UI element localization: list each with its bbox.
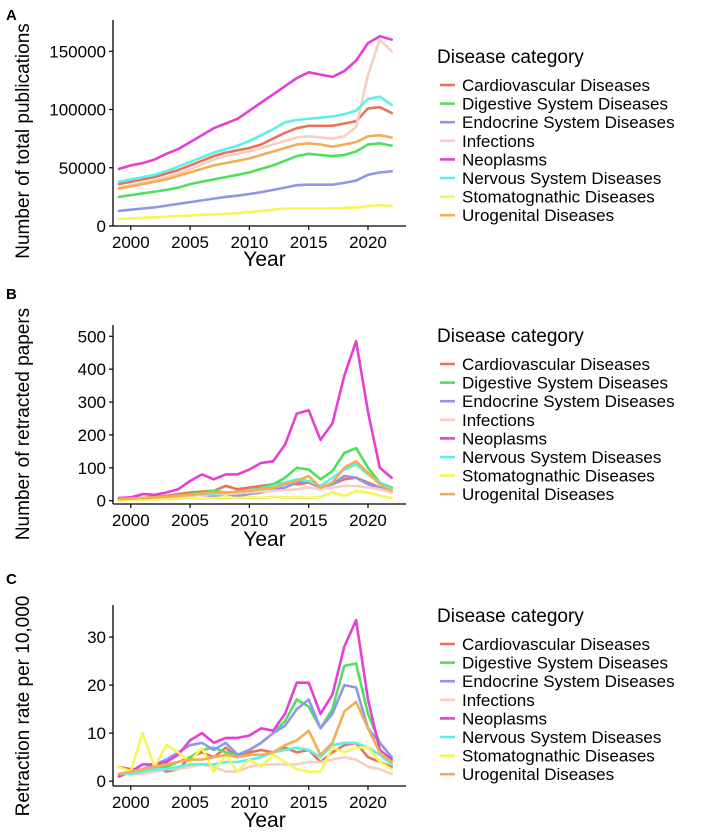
legend: Disease category Cardiovascular DiseasesD… bbox=[437, 47, 675, 225]
x-tick-label: 2005 bbox=[171, 233, 209, 252]
legend-label: Neoplasms bbox=[462, 429, 547, 448]
x-tick-label: 2020 bbox=[349, 233, 387, 252]
legend-label: Endocrine System Diseases bbox=[462, 392, 675, 411]
y-tick-label: 0 bbox=[97, 492, 106, 511]
series-line bbox=[117, 339, 394, 500]
y-axis-title: Retraction rate per 10,000 bbox=[13, 596, 34, 817]
x-tick-label: 2020 bbox=[349, 511, 387, 530]
x-tick-label: 2005 bbox=[171, 511, 209, 530]
legend-label: Digestive System Diseases bbox=[462, 374, 668, 393]
series-line bbox=[117, 38, 394, 189]
legend-label: Infections bbox=[462, 691, 535, 710]
legend-label: Stomatognathic Diseases bbox=[462, 747, 655, 766]
y-tick-label: 30 bbox=[87, 628, 106, 647]
x-tick-label: 2000 bbox=[112, 511, 150, 530]
legend-label: Cardiovascular Diseases bbox=[462, 355, 650, 374]
x-tick-label: 2000 bbox=[112, 233, 150, 252]
legend: Disease category Cardiovascular DiseasesD… bbox=[437, 326, 675, 504]
panel-a: A 0 50000 100000 150000 2000 2005 2010 2015 2020 Y… bbox=[6, 7, 675, 271]
legend-title: Disease category bbox=[437, 326, 584, 347]
panel-c: C 0 10 20 30 2000 2005 2010 2015 2020 Year Retracti… bbox=[6, 571, 675, 832]
y-tick-label: 0 bbox=[97, 217, 106, 236]
y-tick-label: 400 bbox=[78, 360, 106, 379]
series-line bbox=[117, 142, 394, 199]
x-tick-label: 2000 bbox=[112, 793, 150, 812]
legend-label: Nervous System Diseases bbox=[462, 728, 661, 747]
y-tick-label: 0 bbox=[97, 772, 106, 791]
series-line bbox=[117, 95, 394, 183]
x-tick-label: 2015 bbox=[290, 233, 328, 252]
series-line bbox=[117, 133, 394, 190]
legend-label: Urogenital Diseases bbox=[462, 765, 614, 784]
y-tick-label: 50000 bbox=[59, 159, 106, 178]
panel-label: B bbox=[6, 286, 17, 303]
legend-label: Neoplasms bbox=[462, 709, 547, 728]
legend-label: Nervous System Diseases bbox=[462, 448, 661, 467]
y-tick-label: 100000 bbox=[49, 101, 106, 120]
y-tick-label: 20 bbox=[87, 676, 106, 695]
legend-label: Digestive System Diseases bbox=[462, 95, 668, 114]
series-line bbox=[117, 731, 394, 773]
x-tick-label: 2005 bbox=[171, 793, 209, 812]
x-tick-label: 2010 bbox=[230, 511, 268, 530]
series-line bbox=[117, 741, 394, 776]
y-tick-label: 200 bbox=[78, 426, 106, 445]
y-tick-label: 100 bbox=[78, 459, 106, 478]
legend-label: Urogenital Diseases bbox=[462, 206, 614, 225]
series-line bbox=[117, 203, 394, 221]
legend-label: Cardiovascular Diseases bbox=[462, 635, 650, 654]
legend-label: Cardiovascular Diseases bbox=[462, 76, 650, 95]
panel-b: B 0 100 200 300 400 500 2000 2005 2010 2015 2020 Yea… bbox=[6, 286, 675, 551]
legend-label: Stomatognathic Diseases bbox=[462, 467, 655, 486]
series-line bbox=[117, 489, 394, 502]
x-axis-title: Year bbox=[243, 809, 285, 832]
x-tick-label: 2020 bbox=[349, 793, 387, 812]
x-axis-title: Year bbox=[243, 248, 285, 271]
x-tick-label: 2015 bbox=[290, 511, 328, 530]
legend-title: Disease category bbox=[437, 606, 584, 627]
y-tick-label: 10 bbox=[87, 724, 106, 743]
panel-label: C bbox=[6, 571, 17, 588]
x-tick-label: 2015 bbox=[290, 793, 328, 812]
legend: Disease category Cardiovascular DiseasesD… bbox=[437, 606, 675, 784]
y-tick-label: 500 bbox=[78, 327, 106, 346]
legend-label: Nervous System Diseases bbox=[462, 169, 661, 188]
x-tick-label: 2010 bbox=[230, 233, 268, 252]
legend-label: Endocrine System Diseases bbox=[462, 672, 675, 691]
legend-label: Urogenital Diseases bbox=[462, 485, 614, 504]
x-tick-label: 2010 bbox=[230, 793, 268, 812]
legend-label: Endocrine System Diseases bbox=[462, 113, 675, 132]
series-line bbox=[117, 683, 394, 776]
series-line bbox=[117, 170, 394, 213]
panel-label: A bbox=[6, 7, 17, 24]
y-axis-title: Number of retracted papers bbox=[13, 308, 34, 540]
legend-label: Infections bbox=[462, 132, 535, 151]
legend-label: Digestive System Diseases bbox=[462, 654, 668, 673]
series-line bbox=[117, 34, 394, 171]
legend-label: Stomatognathic Diseases bbox=[462, 188, 655, 207]
series-line bbox=[117, 459, 394, 501]
series-line bbox=[117, 105, 394, 186]
y-tick-label: 150000 bbox=[49, 42, 106, 61]
series-line bbox=[117, 618, 394, 778]
legend-label: Neoplasms bbox=[462, 150, 547, 169]
y-tick-label: 300 bbox=[78, 393, 106, 412]
series-line bbox=[117, 700, 394, 776]
y-axis-title: Number of total publications bbox=[13, 23, 34, 259]
x-axis-title: Year bbox=[243, 528, 285, 551]
legend-label: Infections bbox=[462, 411, 535, 430]
legend-title: Disease category bbox=[437, 47, 584, 68]
